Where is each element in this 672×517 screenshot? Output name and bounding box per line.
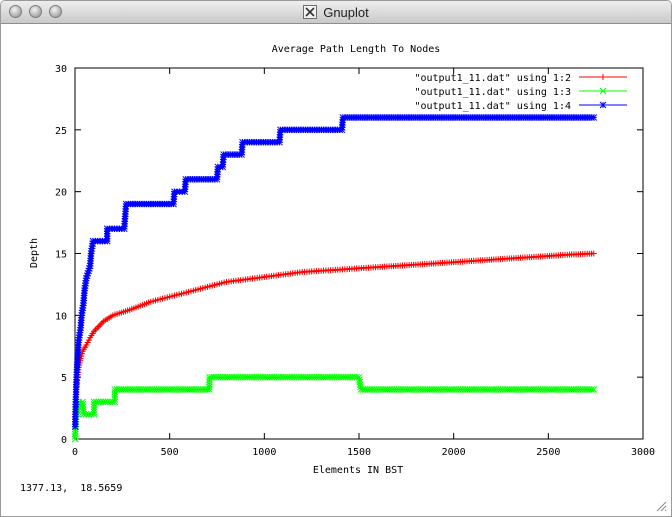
x-tick-label: 2000 — [442, 447, 466, 458]
series-2-point — [80, 410, 87, 418]
series-2-point — [111, 396, 119, 403]
series-2-point — [206, 383, 213, 391]
series-2-point — [90, 410, 98, 418]
series-2-point — [82, 410, 90, 418]
series-2-point — [111, 393, 119, 401]
resize-grip-icon[interactable] — [655, 500, 667, 512]
minimize-window-button[interactable] — [29, 5, 42, 18]
zoom-window-button[interactable] — [49, 5, 62, 18]
series-2-point — [71, 435, 79, 443]
y-tick-label: 30 — [55, 64, 67, 75]
series-2-point — [588, 386, 595, 393]
legend-marker-2 — [599, 87, 607, 95]
legend: "output1_11.dat" using 1:2 "output1_11.da… — [414, 73, 627, 112]
legend-label-2: "output1_11.dat" using 1:3 — [414, 87, 571, 98]
series-2-line — [74, 376, 594, 440]
y-axis-label: Depth — [29, 238, 40, 268]
series-2-point — [90, 405, 98, 413]
y-tick-label: 0 — [61, 435, 67, 446]
window-title: Gnuplot — [323, 4, 369, 20]
legend-marker-1 — [600, 74, 606, 80]
series-3-point — [84, 269, 92, 277]
series-2-point — [90, 408, 98, 416]
legend-marker-3 — [599, 101, 607, 109]
x-tick-label: 2500 — [536, 447, 560, 458]
series-1 — [72, 250, 597, 430]
title-bar: Gnuplot — [1, 1, 671, 24]
series-3-point — [590, 114, 598, 121]
series-layer — [71, 114, 598, 443]
x-axis-label: Elements IN BST — [313, 465, 403, 476]
chart-svg: Average Path Length To Nodes 0 500 1000 150… — [29, 44, 655, 476]
series-2-point — [206, 386, 213, 393]
chart-title: Average Path Length To Nodes — [272, 44, 441, 55]
series-2-point — [85, 410, 93, 418]
series-1-point — [590, 250, 597, 257]
series-3-point — [83, 272, 91, 280]
y-tick-label: 15 — [55, 250, 67, 261]
close-window-button[interactable] — [9, 5, 22, 18]
series-1-line — [74, 252, 594, 427]
status-bar: 1377.13, 18.5659 — [1, 478, 671, 516]
series-2-point — [111, 398, 119, 406]
series-2-point — [71, 433, 79, 440]
mouse-coordinates: 1377.13, 18.5659 — [20, 483, 123, 494]
y-tick-label: 5 — [61, 373, 67, 384]
series-3-point — [85, 267, 92, 275]
series-3-line — [74, 116, 594, 427]
x-tick-label: 1000 — [252, 447, 276, 458]
series-2-point — [590, 386, 598, 393]
x11-icon — [303, 5, 318, 19]
series-3-point — [83, 274, 90, 282]
y-tick-label: 25 — [55, 126, 67, 137]
series-2-point — [71, 430, 79, 438]
x-tick-label: 0 — [72, 447, 78, 458]
x-tick-label: 3000 — [631, 447, 655, 458]
series-3-point — [86, 264, 93, 272]
plot-area[interactable]: Average Path Length To Nodes 0 500 1000 150… — [1, 24, 671, 494]
x-tick-label: 500 — [161, 447, 179, 458]
legend-label-1: "output1_11.dat" using 1:2 — [414, 73, 571, 84]
series-2 — [71, 373, 598, 443]
series-2-point — [206, 381, 213, 388]
y-tick-label: 20 — [55, 188, 67, 199]
axes: 0 500 1000 1500 2000 2500 3000 0 5 10 15 20 25 30 — [55, 64, 655, 458]
x-tick-label: 1500 — [347, 447, 371, 458]
series-3 — [71, 114, 598, 430]
y-tick-label: 10 — [55, 311, 67, 322]
legend-label-3: "output1_11.dat" using 1:4 — [414, 101, 571, 112]
